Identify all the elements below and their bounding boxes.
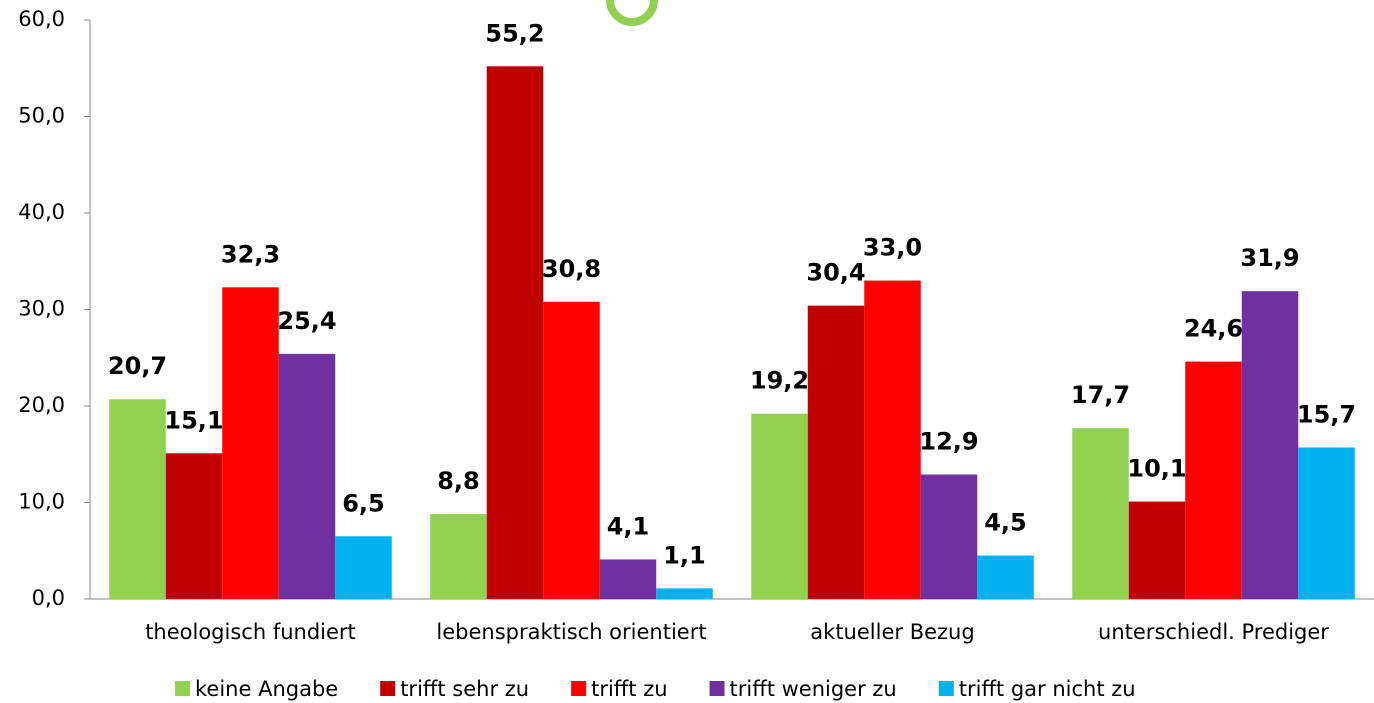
bar [165,453,223,599]
data-label: 8,8 [437,467,480,495]
bar [1128,501,1186,599]
legend-swatch [175,681,190,696]
x-tick-label: aktueller Bezug [810,620,974,644]
legend-label: trifft gar nicht zu [959,677,1136,701]
data-label: 25,4 [277,307,336,335]
bar [1072,428,1129,599]
logo-arc [606,0,658,26]
bar [335,536,392,599]
y-tick-label: 20,0 [18,393,65,417]
bar [430,514,487,599]
data-label: 19,2 [750,367,809,395]
y-tick-label: 40,0 [18,200,65,224]
bar [1298,447,1355,599]
x-tick-label: unterschiedl. Prediger [1098,620,1329,644]
legend-swatch [380,681,396,696]
x-tick-label: lebenspraktisch orientiert [436,620,706,644]
legend-swatch [571,681,587,696]
bar [109,399,166,599]
data-label: 4,5 [984,509,1027,537]
data-label: 15,7 [1297,400,1356,428]
data-label: 15,1 [164,406,223,434]
y-tick-label: 30,0 [18,297,65,321]
y-tick-label: 0,0 [32,586,65,610]
bar [864,280,921,599]
legend-label: trifft zu [591,677,667,701]
data-label: 10,1 [1127,455,1186,483]
data-label: 30,8 [542,255,601,283]
y-tick-label: 60,0 [18,7,65,31]
legend-label: trifft sehr zu [400,677,529,701]
x-tick-label: theologisch fundiert [145,620,356,644]
bar [543,301,600,599]
bar [486,66,544,599]
data-label: 24,6 [1184,315,1243,343]
bar [977,555,1034,599]
data-label: 1,1 [663,541,706,569]
bar [222,287,279,599]
bar [920,474,978,599]
data-label: 55,2 [485,19,544,47]
data-label: 12,9 [919,428,978,456]
data-label: 30,4 [806,259,865,287]
bar [278,353,336,599]
data-label: 20,7 [108,352,167,380]
y-tick-label: 10,0 [18,490,65,514]
legend-swatch [709,681,725,696]
data-label: 6,5 [342,489,385,517]
y-tick-label: 50,0 [18,104,65,128]
data-label: 31,9 [1240,244,1299,272]
bar [807,305,865,599]
bar [751,413,808,599]
legend-label: keine Angabe [195,677,338,701]
bar [1241,291,1299,599]
bar [599,559,657,599]
data-label: 33,0 [863,234,922,262]
data-label: 4,1 [607,512,650,540]
data-label: 17,7 [1071,381,1130,409]
legend-label: trifft weniger zu [730,677,897,701]
data-label: 32,3 [221,240,280,268]
bar [1185,361,1242,599]
legend-swatch [938,681,954,696]
bar [656,588,713,599]
